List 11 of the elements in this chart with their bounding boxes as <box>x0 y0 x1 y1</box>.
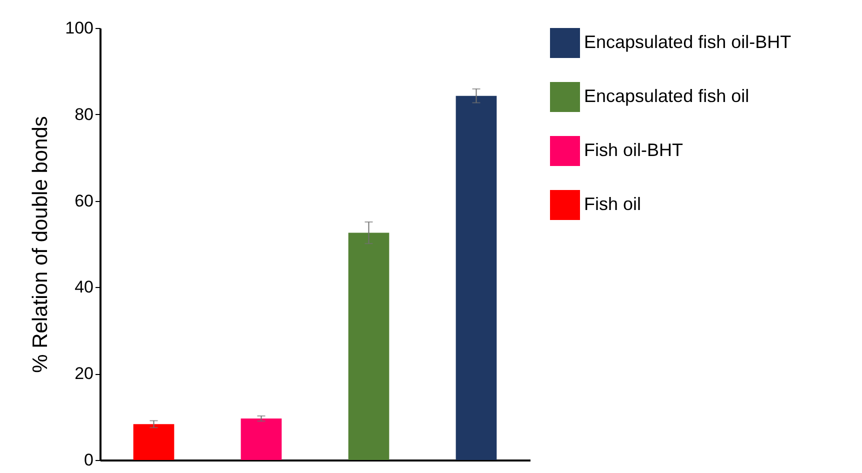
legend-label: Fish oil <box>584 194 642 214</box>
y-tick-label: 60 <box>74 191 94 210</box>
y-tick-label: 80 <box>74 104 94 124</box>
y-tick-label: 20 <box>74 364 94 384</box>
y-tick-label: 40 <box>74 278 94 297</box>
y-tick-label: 100 <box>65 18 94 38</box>
legend-label: Encapsulated fish oil <box>584 86 750 106</box>
y-axis-title: % Relation of double bonds <box>29 116 52 373</box>
legend-label: Encapsulated fish oil-BHT <box>584 32 792 52</box>
y-tick-label: 0 <box>84 450 94 470</box>
legend-label: Fish oil-BHT <box>584 140 684 160</box>
